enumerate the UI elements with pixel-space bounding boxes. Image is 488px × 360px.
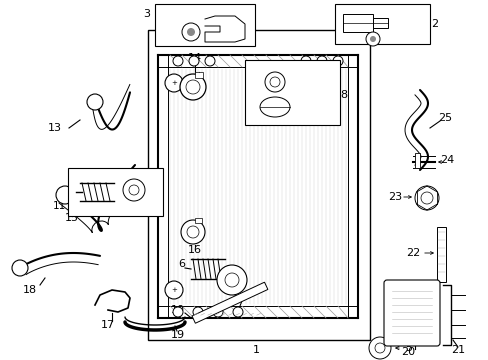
Text: +: + (171, 287, 177, 293)
Circle shape (332, 56, 342, 66)
Circle shape (164, 74, 183, 92)
Text: 6: 6 (178, 259, 185, 269)
Ellipse shape (260, 97, 289, 117)
Text: 16: 16 (187, 245, 202, 255)
Circle shape (180, 74, 205, 100)
Circle shape (414, 186, 438, 210)
Text: 19: 19 (171, 330, 184, 340)
Text: 7: 7 (236, 299, 243, 309)
Circle shape (123, 179, 145, 201)
Text: 15: 15 (65, 213, 79, 223)
Bar (195, 218, 202, 223)
Text: 17: 17 (101, 320, 115, 330)
Circle shape (56, 186, 74, 204)
Circle shape (204, 56, 215, 66)
Circle shape (12, 260, 28, 276)
Circle shape (186, 28, 195, 36)
Bar (342, 14, 372, 32)
Text: 4: 4 (160, 27, 165, 36)
Circle shape (189, 56, 199, 66)
Text: 9: 9 (301, 77, 307, 87)
Text: +: + (171, 80, 177, 86)
Circle shape (369, 36, 375, 42)
Circle shape (365, 32, 379, 46)
Circle shape (173, 307, 183, 317)
Circle shape (264, 72, 285, 92)
Bar (195, 72, 203, 78)
Circle shape (181, 220, 204, 244)
Circle shape (213, 307, 223, 317)
Text: 23: 23 (387, 192, 401, 202)
Circle shape (374, 343, 384, 353)
Text: 12: 12 (121, 209, 134, 219)
Text: 10: 10 (171, 305, 184, 315)
Text: 1: 1 (252, 345, 259, 355)
Bar (68, 168, 163, 216)
Text: 20: 20 (400, 347, 414, 357)
FancyBboxPatch shape (383, 280, 439, 346)
Text: 18: 18 (23, 285, 37, 295)
Circle shape (217, 265, 246, 295)
Circle shape (269, 77, 280, 87)
Bar (334, 4, 429, 44)
Circle shape (224, 273, 239, 287)
Bar (155, 4, 254, 46)
Bar (192, 282, 267, 323)
Text: 24: 24 (439, 155, 453, 165)
Text: 21: 21 (450, 345, 464, 355)
Text: 11: 11 (53, 201, 66, 211)
Circle shape (173, 56, 183, 66)
Text: 2: 2 (430, 19, 438, 29)
Circle shape (193, 307, 203, 317)
Circle shape (185, 80, 200, 94)
Text: 25: 25 (437, 113, 451, 123)
Text: 3: 3 (143, 9, 150, 19)
Text: 22: 22 (405, 248, 419, 258)
Circle shape (182, 23, 200, 41)
Text: 8: 8 (340, 90, 347, 100)
Circle shape (420, 192, 432, 204)
Text: 4: 4 (340, 35, 345, 44)
Circle shape (129, 185, 139, 195)
Circle shape (87, 94, 103, 110)
Bar (244, 60, 339, 125)
Circle shape (316, 56, 326, 66)
Bar (148, 30, 369, 340)
Text: 13: 13 (48, 123, 62, 133)
Bar (372, 18, 387, 28)
Text: 5: 5 (404, 343, 411, 353)
Circle shape (301, 56, 310, 66)
Text: 14: 14 (187, 53, 202, 63)
Bar (414, 153, 419, 168)
Circle shape (186, 226, 199, 238)
Circle shape (232, 307, 243, 317)
Circle shape (368, 337, 390, 359)
Bar (436, 227, 445, 282)
Circle shape (164, 281, 183, 299)
